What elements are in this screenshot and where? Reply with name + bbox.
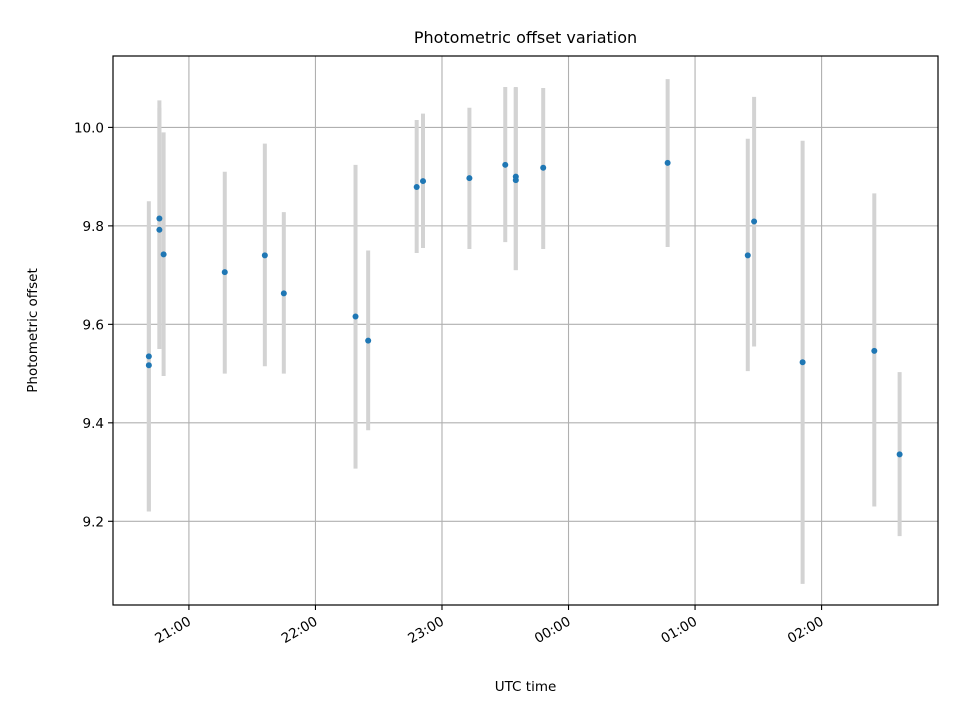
data-point bbox=[502, 161, 509, 168]
y-tick-label: 10.0 bbox=[74, 120, 104, 136]
data-point bbox=[145, 362, 152, 369]
data-point bbox=[540, 164, 547, 171]
data-point bbox=[466, 175, 473, 182]
x-tick-label: 23:00 bbox=[405, 614, 447, 647]
x-tick-label: 02:00 bbox=[785, 614, 827, 647]
data-point bbox=[156, 215, 163, 222]
data-point bbox=[221, 269, 228, 276]
x-tick-label: 00:00 bbox=[532, 614, 574, 647]
data-point bbox=[160, 251, 167, 258]
point-layer bbox=[145, 159, 903, 458]
y-tick-label: 9.4 bbox=[83, 416, 104, 432]
data-point bbox=[413, 183, 420, 190]
x-axis-label: UTC time bbox=[495, 679, 557, 695]
data-point bbox=[664, 159, 671, 166]
data-point bbox=[156, 226, 163, 233]
data-point bbox=[420, 178, 427, 185]
y-tick-label: 9.6 bbox=[83, 317, 104, 333]
data-point bbox=[871, 347, 878, 354]
data-point bbox=[352, 313, 359, 320]
data-point bbox=[799, 359, 806, 366]
tick-layer: 9.2 9.4 9.6 9.8 10.0 21:00 22:00 23:00 00:00 01:0… bbox=[74, 120, 827, 647]
data-point bbox=[896, 451, 903, 458]
data-point bbox=[751, 218, 758, 225]
y-axis-label: Photometric offset bbox=[25, 268, 41, 392]
data-point bbox=[145, 353, 152, 360]
data-point bbox=[365, 337, 372, 344]
y-tick-label: 9.8 bbox=[83, 219, 104, 235]
data-point bbox=[512, 177, 519, 184]
x-tick-label: 22:00 bbox=[279, 614, 321, 647]
y-tick-label: 9.2 bbox=[83, 514, 104, 530]
grid-layer bbox=[113, 56, 938, 605]
x-tick-label: 21:00 bbox=[152, 614, 194, 647]
plot-frame bbox=[112, 55, 939, 606]
data-point bbox=[744, 252, 751, 259]
x-tick-label: 01:00 bbox=[658, 614, 700, 647]
data-point bbox=[261, 252, 268, 259]
chart-title: Photometric offset variation bbox=[414, 28, 637, 47]
data-point bbox=[280, 290, 287, 297]
errorbar-layer bbox=[146, 79, 902, 584]
